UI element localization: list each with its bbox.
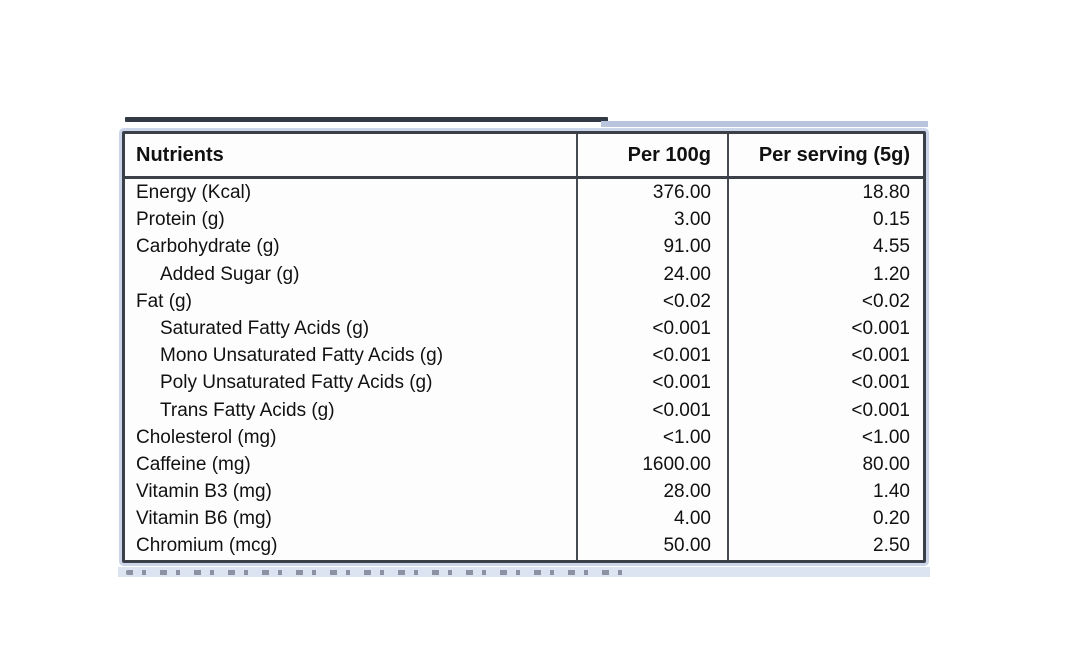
per-100g-value: 376.00 [576,179,727,207]
per-100g-value: <0.001 [576,396,727,424]
nutrition-facts-table: Nutrients Per 100g Per serving (5g) Ener… [122,131,926,563]
per-100g-value: 91.00 [576,233,727,261]
per-100g-value: 28.00 [576,478,727,506]
nutrient-label: Vitamin B3 (mg) [136,481,272,503]
nutrient-label: Protein (g) [136,209,225,231]
nutrient-label: Cholesterol (mg) [136,426,277,448]
per-100g-value: <0.02 [576,287,727,315]
per-serving-value: 4.55 [727,233,923,261]
per-serving-value: 1.20 [727,260,923,288]
per-serving-value: 0.20 [727,505,923,533]
column-header-nutrients: Nutrients [136,144,224,166]
per-100g-value: 3.00 [576,206,727,234]
per-100g-value: 4.00 [576,505,727,533]
nutrient-label: Mono Unsaturated Fatty Acids (g) [160,345,444,367]
per-serving-value: 2.50 [727,532,923,560]
nutrient-label: Vitamin B6 (mg) [136,508,272,530]
nutrient-label: Trans Fatty Acids (g) [160,399,335,421]
per-100g-value: <1.00 [576,423,727,451]
per-100g-value: <0.001 [576,369,727,397]
per-serving-value: 80.00 [727,450,923,479]
per-serving-value: <0.001 [727,369,923,397]
nutrient-label: Fat (g) [136,290,192,312]
per-serving-value: <0.001 [727,314,923,343]
per-serving-value: 1.40 [727,478,923,506]
per-serving-value: <1.00 [727,423,923,451]
table-body: Energy (Kcal) 376.00 18.80 Protein (g) 3… [125,179,923,560]
per-serving-value: 0.15 [727,206,923,234]
per-100g-value: <0.001 [576,342,727,370]
per-serving-value: <0.001 [727,396,923,424]
table-header-row: Nutrients Per 100g Per serving (5g) [125,134,923,179]
nutrient-label: Caffeine (mg) [136,453,251,475]
bottom-accent-strip [118,567,930,577]
nutrient-label: Poly Unsaturated Fatty Acids (g) [160,372,433,394]
nutrient-label: Carbohydrate (g) [136,236,280,258]
per-serving-value: <0.02 [727,287,923,315]
nutrient-label: Saturated Fatty Acids (g) [160,317,370,339]
per-serving-value: <0.001 [727,342,923,370]
column-header-per-100g: Per 100g [576,134,727,176]
cutoff-text-remnants [126,570,631,575]
nutrient-label: Energy (Kcal) [136,182,252,203]
cutoff-rule-dark [125,117,608,122]
column-header-per-serving: Per serving (5g) [727,134,923,176]
per-100g-value: 50.00 [576,532,727,560]
per-100g-value: 24.00 [576,260,727,288]
per-serving-value: 18.80 [727,179,923,207]
cutoff-rule-blue [601,121,928,127]
nutrient-label: Added Sugar (g) [160,263,300,285]
per-100g-value: 1600.00 [576,450,727,479]
nutrient-label: Chromium (mcg) [136,535,278,557]
per-100g-value: <0.001 [576,314,727,343]
